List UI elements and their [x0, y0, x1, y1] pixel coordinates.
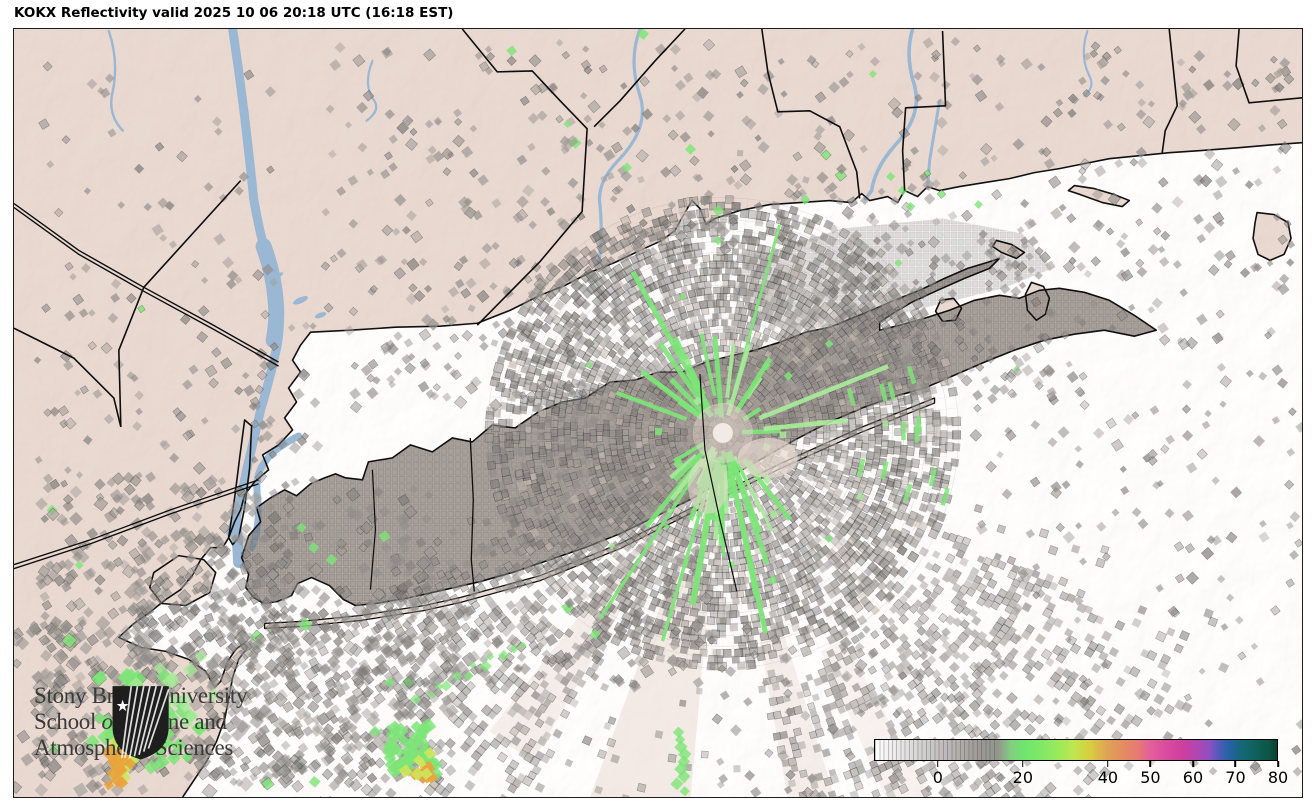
nassau-suffolk-border: [469, 437, 475, 592]
rockland-border: [143, 180, 242, 288]
colorbar-tick-label: 70: [1225, 768, 1246, 787]
litchfield-border: [593, 29, 686, 128]
political-borders: [14, 29, 1302, 592]
stony-brook-logo: ★ Stony Brook University School of Marin…: [34, 683, 247, 761]
page-title: KOKX Reflectivity valid 2025 10 06 20:18…: [14, 5, 454, 21]
map-frame: ★ Stony Brook University School of Marin…: [13, 28, 1303, 798]
colorbar-tick: [1234, 761, 1237, 767]
nj-highlands-border: [14, 327, 122, 428]
ct-mid-border: [901, 30, 947, 191]
housatonic-river: [596, 29, 644, 268]
colorbar-gradient: [874, 739, 1278, 761]
ct-county-border: [761, 29, 861, 199]
hudson-wide-bay: [255, 238, 285, 349]
radar-site-marker: [711, 421, 734, 444]
reflectivity-colorbar: 0 20 40 50 60 70 80: [874, 739, 1288, 791]
ri-corner-border: [1235, 29, 1302, 104]
queens-nassau-border: [369, 469, 377, 590]
colorbar-tick: [1192, 761, 1194, 767]
colorbar-tick-label: 0: [932, 768, 943, 787]
colorbar-tick: [1149, 761, 1152, 767]
colorbar-tick: [936, 761, 939, 767]
colorbar-tick: [1107, 761, 1109, 767]
croton-river: [365, 59, 378, 122]
colorbar-tick-label: 40: [1097, 768, 1119, 787]
ny-nj-border2: [14, 206, 279, 367]
pawcatuck-river: [1082, 29, 1093, 97]
colorbar-tick: [1277, 761, 1279, 767]
mainland-ny-ct-nj: [14, 29, 1302, 797]
near-radar-light-patches: [687, 403, 798, 514]
radar-clutter-layer: [14, 36, 1302, 797]
bergen-border: [118, 287, 145, 427]
colorbar-tick-label: 60: [1182, 768, 1204, 787]
colorbar-tick-label: 80: [1267, 768, 1289, 787]
ny-ct-border: [461, 29, 588, 326]
lakes: [274, 272, 327, 319]
shield-star-icon: ★: [116, 697, 130, 715]
ct-ri-border: [1161, 29, 1178, 153]
hudson-lower: [230, 514, 245, 569]
connecticut-river: [863, 29, 919, 201]
brookhaven-border: [699, 374, 738, 592]
colorbar-tick: [1022, 761, 1024, 767]
nj-county-border2: [14, 483, 259, 570]
nj-county-border: [14, 479, 259, 566]
colorbar-tick-label: 50: [1140, 768, 1161, 787]
colorbar-discrete-stripes: [875, 740, 996, 760]
university-shield-icon: ★: [112, 685, 170, 760]
colorbar-ticks: 0 20 40 50 60 70 80: [874, 761, 1288, 791]
block-island: [1253, 212, 1292, 261]
thames-river: [926, 99, 942, 191]
colorbar-tick-label: 20: [1012, 768, 1034, 787]
map-svg: [14, 29, 1302, 797]
wallkill-river: [107, 29, 125, 132]
